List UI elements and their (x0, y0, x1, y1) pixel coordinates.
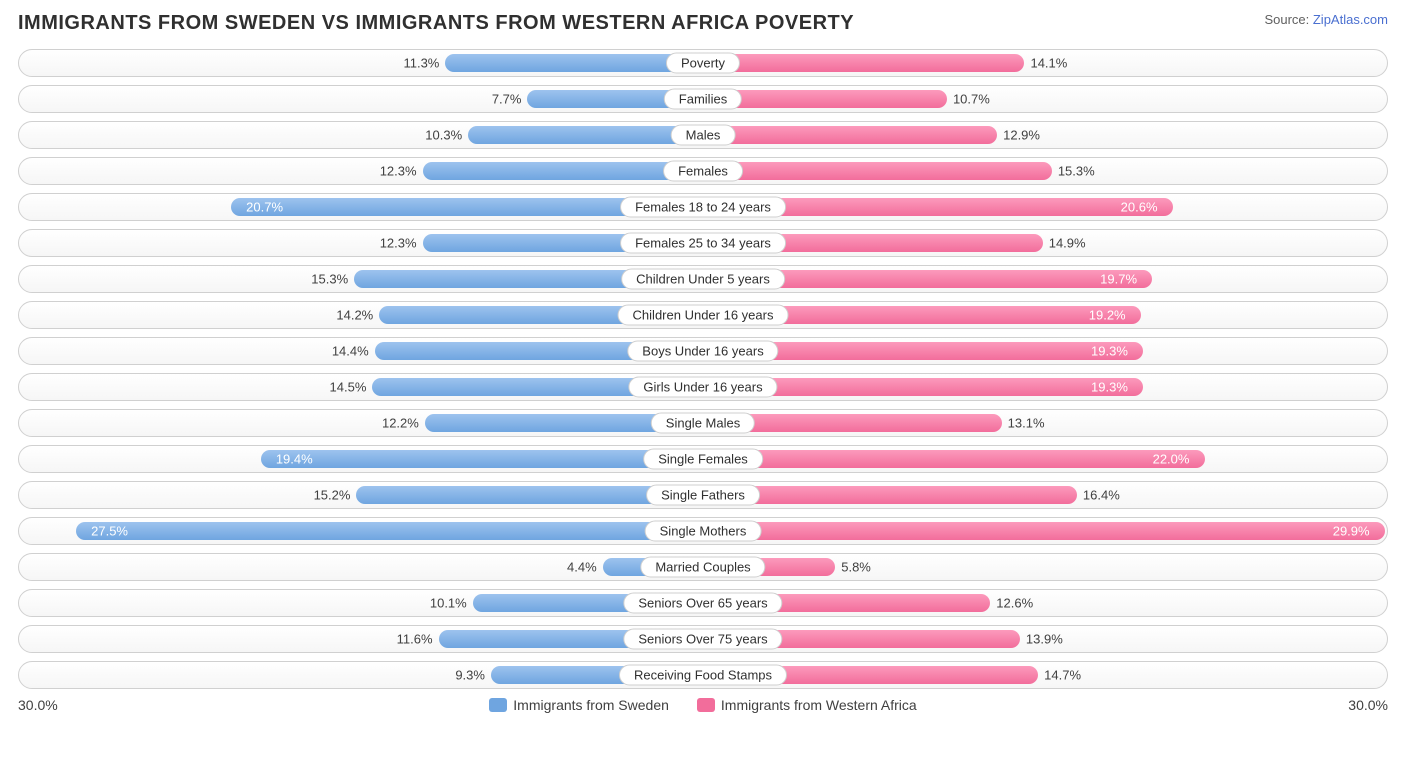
value-left: 4.4% (567, 560, 597, 575)
bar-row: 14.4% 19.3% Boys Under 16 years (18, 337, 1388, 365)
bar-row: 11.6% 13.9% Seniors Over 75 years (18, 625, 1388, 653)
legend-swatch-right (697, 698, 715, 712)
category-label: Single Females (643, 449, 763, 470)
category-label: Single Fathers (646, 485, 760, 506)
bar-row: 10.3% 12.9% Males (18, 121, 1388, 149)
value-left: 19.4% (276, 452, 313, 467)
bar-row: 14.5% 19.3% Girls Under 16 years (18, 373, 1388, 401)
value-right: 16.4% (1083, 488, 1120, 503)
value-left: 14.2% (336, 308, 373, 323)
category-label: Single Males (651, 413, 755, 434)
category-label: Boys Under 16 years (627, 341, 778, 362)
bar-row: 19.4% 22.0% Single Females (18, 445, 1388, 473)
bar-left (445, 54, 703, 72)
bar-right (703, 450, 1205, 468)
value-left: 11.3% (403, 56, 439, 71)
category-label: Poverty (666, 53, 740, 74)
category-label: Seniors Over 75 years (623, 629, 782, 650)
category-label: Married Couples (640, 557, 765, 578)
bar-row: 10.1% 12.6% Seniors Over 65 years (18, 589, 1388, 617)
bar-right (703, 162, 1052, 180)
value-left: 14.5% (330, 380, 367, 395)
value-right: 19.2% (1089, 308, 1126, 323)
value-left: 27.5% (91, 524, 128, 539)
bar-row: 20.7% 20.6% Females 18 to 24 years (18, 193, 1388, 221)
bar-row: 12.2% 13.1% Single Males (18, 409, 1388, 437)
bar-left (423, 162, 703, 180)
chart-title: IMMIGRANTS FROM SWEDEN VS IMMIGRANTS FRO… (18, 12, 854, 35)
category-label: Receiving Food Stamps (619, 665, 787, 686)
category-label: Seniors Over 65 years (623, 593, 782, 614)
category-label: Children Under 5 years (621, 269, 785, 290)
bar-row: 14.2% 19.2% Children Under 16 years (18, 301, 1388, 329)
category-label: Children Under 16 years (618, 305, 789, 326)
category-label: Females 25 to 34 years (620, 233, 786, 254)
bar-row: 12.3% 15.3% Females (18, 157, 1388, 185)
value-right: 14.9% (1049, 236, 1086, 251)
bar-row: 7.7% 10.7% Families (18, 85, 1388, 113)
legend-item-left: Immigrants from Sweden (489, 697, 669, 713)
value-right: 13.9% (1026, 632, 1063, 647)
source-prefix: Source: (1264, 12, 1312, 27)
axis-right-max: 30.0% (1348, 697, 1388, 713)
value-right: 14.1% (1030, 56, 1067, 71)
value-right: 19.3% (1091, 380, 1128, 395)
bar-right (703, 126, 997, 144)
value-left: 20.7% (246, 200, 283, 215)
category-label: Single Mothers (645, 521, 762, 542)
value-left: 15.2% (314, 488, 351, 503)
value-right: 10.7% (953, 92, 990, 107)
value-left: 12.3% (380, 164, 417, 179)
bar-right (703, 54, 1024, 72)
value-right: 5.8% (841, 560, 871, 575)
value-right: 13.1% (1008, 416, 1045, 431)
legend-item-right: Immigrants from Western Africa (697, 697, 917, 713)
category-label: Females 18 to 24 years (620, 197, 786, 218)
legend-label-left: Immigrants from Sweden (513, 697, 669, 713)
category-label: Males (671, 125, 736, 146)
diverging-bar-chart: 11.3%14.1%Poverty7.7%10.7%Families10.3%1… (18, 49, 1388, 689)
value-right: 20.6% (1121, 200, 1158, 215)
bar-left (261, 450, 703, 468)
value-left: 12.2% (382, 416, 419, 431)
value-right: 19.7% (1100, 272, 1137, 287)
category-label: Families (664, 89, 742, 110)
value-left: 15.3% (311, 272, 348, 287)
value-left: 7.7% (492, 92, 522, 107)
bar-row: 27.5% 29.9% Single Mothers (18, 517, 1388, 545)
value-left: 9.3% (455, 668, 485, 683)
value-left: 10.1% (430, 596, 467, 611)
bar-row: 12.3% 14.9% Females 25 to 34 years (18, 229, 1388, 257)
category-label: Females (663, 161, 743, 182)
bar-row: 4.4% 5.8% Married Couples (18, 553, 1388, 581)
value-right: 15.3% (1058, 164, 1095, 179)
value-left: 11.6% (397, 632, 433, 647)
axis-left-max: 30.0% (18, 697, 58, 713)
bar-row: 15.3% 19.7% Children Under 5 years (18, 265, 1388, 293)
legend: Immigrants from Sweden Immigrants from W… (489, 697, 916, 713)
value-right: 12.9% (1003, 128, 1040, 143)
bar-left (468, 126, 703, 144)
value-right: 29.9% (1333, 524, 1370, 539)
value-left: 14.4% (332, 344, 369, 359)
value-right: 14.7% (1044, 668, 1081, 683)
bar-right (703, 522, 1385, 540)
bar-row: 11.3% 14.1% Poverty (18, 49, 1388, 77)
value-right: 22.0% (1153, 452, 1190, 467)
source-link[interactable]: ZipAtlas.com (1313, 12, 1388, 27)
bar-left (76, 522, 703, 540)
legend-swatch-left (489, 698, 507, 712)
value-left: 10.3% (425, 128, 462, 143)
category-label: Girls Under 16 years (628, 377, 777, 398)
value-right: 12.6% (996, 596, 1033, 611)
bar-row: 9.3% 14.7% Receiving Food Stamps (18, 661, 1388, 689)
value-left: 12.3% (380, 236, 417, 251)
source-attribution: Source: ZipAtlas.com (1264, 12, 1388, 27)
bar-row: 15.2% 16.4% Single Fathers (18, 481, 1388, 509)
value-right: 19.3% (1091, 344, 1128, 359)
legend-label-right: Immigrants from Western Africa (721, 697, 917, 713)
